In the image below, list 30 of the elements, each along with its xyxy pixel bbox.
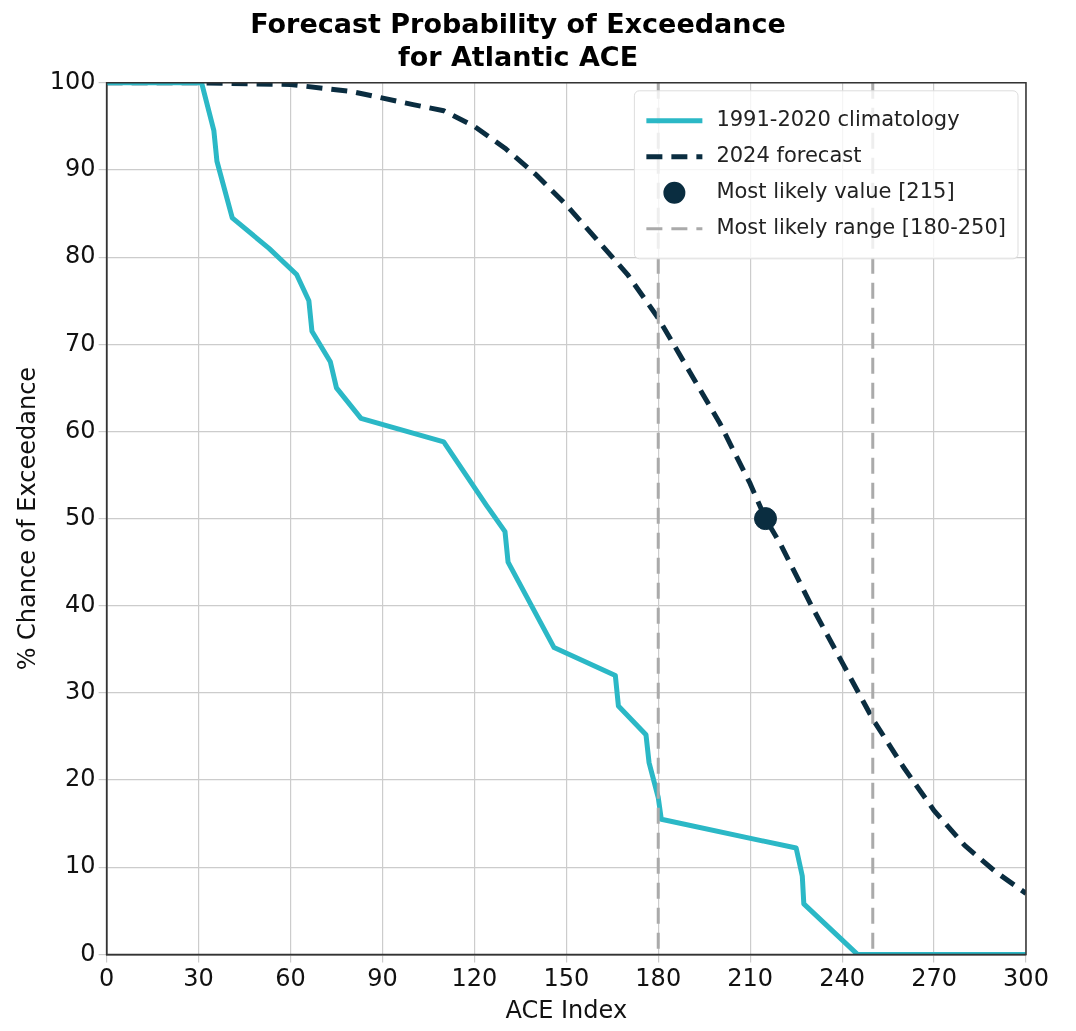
x-tick-label: 270: [911, 964, 957, 993]
legend-label: 1991-2020 climatology: [716, 107, 960, 132]
ref-line-label: Most likely range [180-250]: [716, 215, 1006, 240]
x-tick-label: 60: [275, 964, 306, 993]
y-tick-label: 0: [80, 938, 96, 967]
y-tick-label: 70: [65, 328, 96, 357]
legend-label: 2024 forecast: [716, 143, 862, 168]
y-tick-label: 90: [65, 154, 96, 183]
x-tick-label: 90: [367, 964, 398, 993]
y-tick-label: 50: [65, 502, 96, 531]
x-tick-label: 150: [543, 964, 590, 993]
y-tick-label: 10: [65, 851, 96, 880]
x-tick-label: 120: [451, 964, 498, 993]
y-tick-label: 100: [49, 67, 96, 96]
y-axis-title: % Chance of Exceedance: [12, 366, 41, 671]
text: for Atlantic ACE: [397, 40, 639, 72]
x-tick-label: 210: [727, 964, 774, 993]
y-tick-label: 60: [65, 415, 96, 444]
x-tick-label: 240: [819, 964, 866, 993]
x-tick-label: 0: [98, 964, 115, 993]
y-tick-label: 20: [65, 764, 96, 793]
y-tick-label: 40: [65, 589, 96, 618]
x-tick-label: 30: [183, 964, 214, 993]
y-tick-label: 30: [65, 677, 96, 706]
x-axis-title: ACE Index: [505, 995, 628, 1024]
legend-label: Most likely value [215]: [716, 179, 955, 204]
y-tick-label: 80: [65, 241, 96, 270]
x-tick-label: 180: [635, 964, 682, 993]
x-tick-label: 300: [1003, 964, 1049, 993]
text: Forecast Probability of Exceedance: [250, 8, 786, 40]
